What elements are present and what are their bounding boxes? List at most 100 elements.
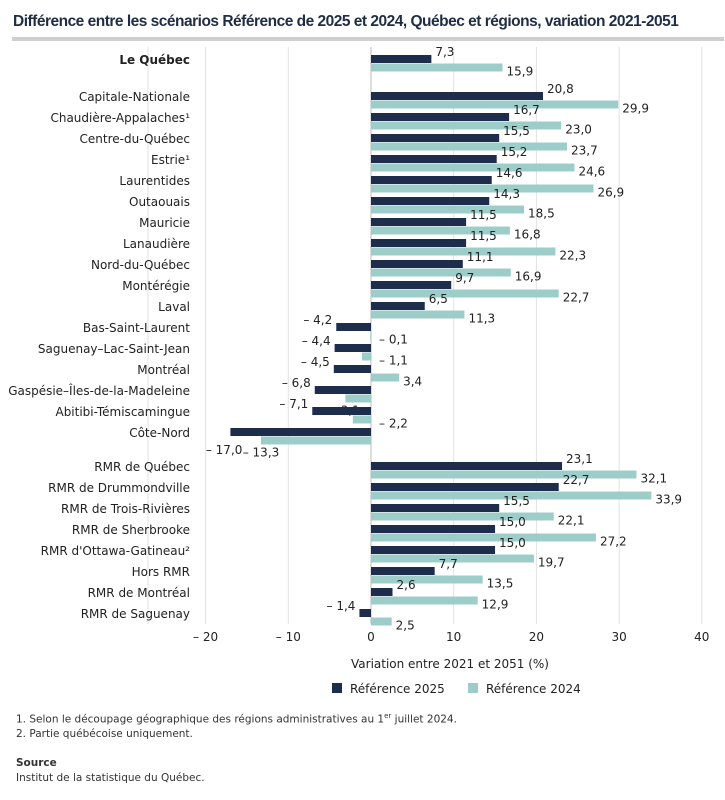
bar-2025 (371, 281, 452, 289)
value-label-2024: 12,9 (482, 598, 509, 612)
value-label-2025: – 7,1 (279, 397, 308, 411)
value-label-2025: 20,8 (547, 82, 574, 96)
bar-2024 (371, 163, 575, 172)
legend-swatch (468, 683, 478, 693)
bar-2025 (312, 407, 371, 415)
category-label: Abitibi-Témiscamingue (55, 405, 190, 419)
bar-2025 (333, 365, 371, 373)
bar-2024 (371, 268, 511, 277)
bar-2025 (371, 218, 467, 226)
value-label-2024: 3,4 (403, 375, 422, 389)
bar-2025 (336, 323, 371, 331)
value-label-2024: 22,7 (563, 291, 590, 305)
category-label: Capitale-Nationale (79, 90, 190, 104)
value-label-2025: 7,3 (435, 45, 454, 59)
source-title: Source (16, 757, 57, 769)
bar-2024 (371, 596, 478, 605)
value-label-2025: 6,5 (429, 292, 448, 306)
value-label-2025: 14,3 (493, 187, 520, 201)
bar-2025 (334, 344, 371, 352)
x-tick-label: 30 (611, 630, 626, 644)
category-label: Bas-Saint-Laurent (83, 321, 190, 335)
bar-2025 (371, 113, 510, 121)
value-label-2025: – 4,2 (303, 313, 332, 327)
bar-2025 (230, 428, 371, 436)
bar-2025 (371, 504, 500, 512)
x-tick-label: – 20 (193, 630, 218, 644)
value-label-2024: 11,3 (468, 312, 495, 326)
bar-2025 (371, 92, 544, 100)
bar-2025 (371, 176, 492, 184)
bar-2025 (371, 134, 500, 142)
bar-2024 (371, 373, 400, 382)
bar-2024 (371, 491, 652, 500)
chart-title: Différence entre les scénarios Référence… (13, 13, 679, 30)
value-label-2024: 29,9 (622, 102, 649, 116)
category-label: RMR d'Ottawa-Gatineau² (41, 544, 191, 558)
value-label-2025: 11,1 (467, 250, 494, 264)
value-label-2025: 22,7 (563, 473, 590, 487)
bar-2024 (345, 394, 371, 403)
value-label-2025: 11,5 (470, 229, 497, 243)
bar-2024 (371, 142, 567, 151)
value-label-2024: 22,3 (559, 249, 586, 263)
legend-swatch (332, 683, 342, 693)
category-label: Montréal (137, 363, 190, 377)
x-tick-label: 20 (529, 630, 544, 644)
bar-chart: – 20 – 10 0 10 20 30 40 Variation entre 2021 et… (8, 45, 709, 696)
x-tick-label: – 10 (276, 630, 301, 644)
value-label-2025: 7,7 (439, 557, 458, 571)
bar-2024 (371, 310, 465, 319)
value-label-2024: – 2,2 (379, 417, 408, 431)
x-tick-label: 40 (694, 630, 709, 644)
bar-2024 (371, 575, 483, 584)
category-label: RMR de Drummondville (48, 481, 190, 495)
bar-2024 (370, 331, 372, 340)
bar-2025 (314, 386, 371, 394)
value-label-2025: 15,2 (501, 145, 528, 159)
value-label-2025: 16,7 (513, 103, 540, 117)
category-label: RMR de Trois-Rivières (61, 502, 190, 516)
value-label-2024: 16,9 (515, 270, 542, 284)
bar-2024 (371, 121, 562, 130)
value-label-2024: – 1,1 (379, 354, 408, 368)
category-label: Chaudière-Appalaches¹ (50, 111, 190, 125)
value-label-2024: 27,2 (600, 535, 627, 549)
category-label: Hors RMR (132, 565, 190, 579)
value-label-2025: 15,0 (499, 536, 526, 550)
category-label: Centre-du-Québec (80, 132, 190, 146)
source-text: Institut de la statistique du Québec. (16, 772, 205, 784)
x-tick-label: 0 (367, 630, 375, 644)
category-label: Lanaudière (123, 237, 190, 251)
footnote-1-sup: er (384, 712, 392, 720)
footnote-1-end: juillet 2024. (391, 713, 457, 726)
value-label-2024: 22,1 (558, 514, 585, 528)
footnote-1: 1. Selon le découpage géographique des r… (16, 712, 457, 726)
value-label-2025: 9,7 (455, 271, 474, 285)
bar-2025 (371, 302, 425, 310)
bar-2025 (371, 483, 559, 491)
bar-2025 (371, 155, 497, 163)
legend-label: Référence 2024 (486, 682, 581, 696)
value-label-2025: – 17,0 (206, 443, 243, 457)
value-label-2024: 18,5 (528, 207, 555, 221)
value-label-2024: 2,5 (396, 619, 415, 633)
category-label: Outaouais (129, 195, 190, 209)
bar-2024 (371, 63, 503, 72)
category-label: RMR de Sherbrooke (72, 523, 190, 537)
bar-2025 (371, 197, 490, 205)
bar-2024 (371, 226, 510, 235)
value-label-2024: 16,8 (514, 228, 541, 242)
value-label-2025: – 4,5 (301, 355, 330, 369)
category-label: RMR de Québec (94, 460, 190, 474)
category-label: Estrie¹ (151, 153, 190, 167)
bar-2025 (359, 609, 371, 617)
category-label: Gaspésie–Îles-de-la-Madeleine (8, 383, 190, 398)
value-label-2024: 33,9 (655, 493, 682, 507)
x-axis-label: Variation entre 2021 et 2051 (%) (351, 657, 549, 671)
bar-2024 (371, 100, 619, 109)
bar-2025 (371, 588, 393, 596)
footnote-1-text: 1. Selon le découpage géographique des r… (16, 713, 385, 726)
value-label-2025: – 1,4 (327, 599, 356, 613)
